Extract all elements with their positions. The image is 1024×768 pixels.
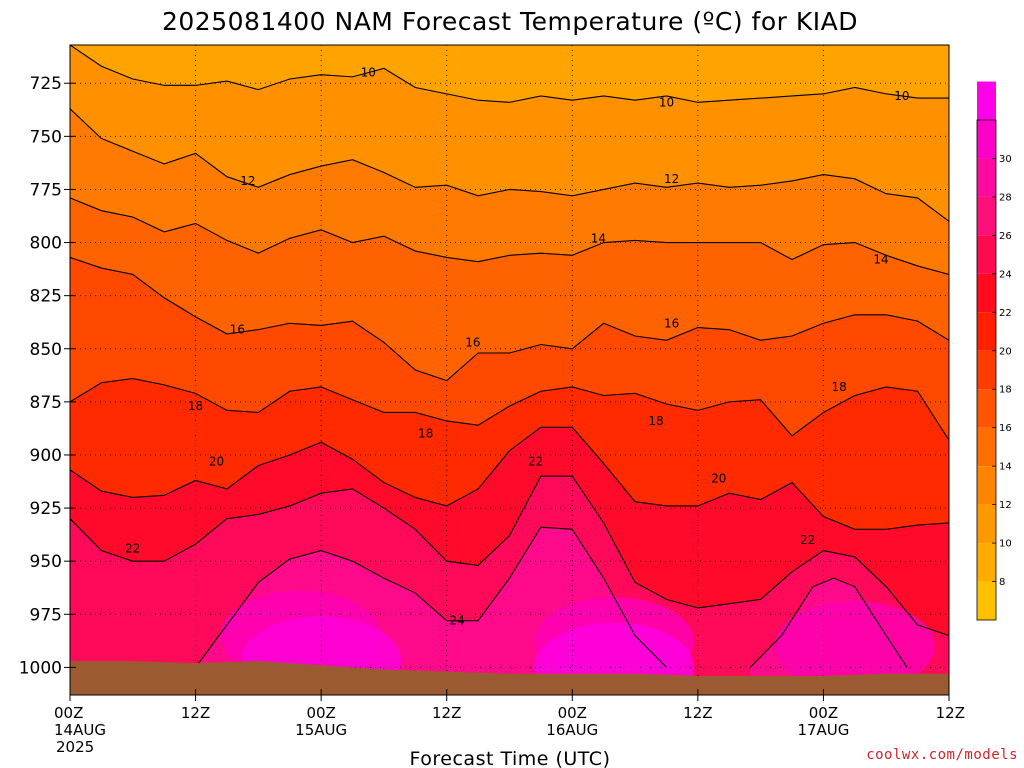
colorbar-label-16: 16 <box>999 423 1012 434</box>
colorbar-swatch-5 <box>977 389 996 428</box>
x-tick-date-0: 14AUG <box>54 721 106 739</box>
colorbar-label-10: 10 <box>999 539 1012 550</box>
y-tick-label-950: 950 <box>30 552 62 572</box>
colorbar-swatch-11 <box>977 158 996 197</box>
y-tick-label-900: 900 <box>30 446 62 466</box>
x-axis-label: Forecast Time (UTC) <box>410 748 611 768</box>
chart-title: 2025081400 NAM Forecast Temperature (ºC)… <box>162 7 858 36</box>
contour-label-16-9: 16 <box>664 316 679 330</box>
isotherm-12-1 <box>70 108 949 222</box>
colorbar-label-28: 28 <box>999 192 1012 203</box>
x-tick-label-4: 00Z <box>558 704 587 722</box>
temperature-fill-bands <box>70 45 949 695</box>
y-axis: 725 750 775 800 825 850 875 900 925 950 975 1000 <box>19 74 76 678</box>
colorbar-swatch-2 <box>977 504 996 544</box>
colorbar-label-20: 20 <box>999 346 1012 357</box>
contour-label-20-14: 20 <box>209 454 224 468</box>
colorbar-swatch-7 <box>977 312 996 351</box>
contour-label-18-13: 18 <box>831 380 846 394</box>
x-tick-label-2: 00Z <box>306 704 335 722</box>
x-tick-label-1: 12Z <box>181 704 210 722</box>
colorbar: 8 10 12 14 16 18 20 22 24 26 28 30 <box>976 81 1012 621</box>
contour-label-18-11: 18 <box>418 427 433 441</box>
isotherm-16-3 <box>70 256 949 382</box>
x-tick-label-0: 00Z <box>54 704 83 722</box>
colorbar-swatch-4 <box>977 427 996 467</box>
contour-label-12-4: 12 <box>664 172 679 186</box>
isotherm-22-6 <box>70 475 949 637</box>
contour-label-16-7: 16 <box>230 323 245 337</box>
isotherm-14-2 <box>70 197 949 275</box>
contour-label-10-2: 10 <box>894 89 909 103</box>
y-tick-label-875: 875 <box>30 393 62 413</box>
contour-label-10-1: 10 <box>659 95 674 109</box>
plot-area: 10 10 10 12 12 14 14 16 16 16 18 18 18 18 20 20 22 22 22 24 <box>70 45 949 695</box>
x-tick-label-5: 12Z <box>683 704 712 722</box>
colorbar-swatch-3 <box>977 466 996 505</box>
isotherm-24-8 <box>749 577 908 668</box>
y-tick-label-775: 775 <box>30 180 62 200</box>
contour-label-20-15: 20 <box>711 471 726 485</box>
contour-label-22-17: 22 <box>528 454 543 468</box>
colorbar-swatch-13 <box>977 81 996 120</box>
y-tick-label-925: 925 <box>30 499 62 519</box>
colorbar-swatch-6 <box>977 350 996 390</box>
y-tick-label-1000: 1000 <box>19 658 62 678</box>
contour-label-12-3: 12 <box>240 174 255 188</box>
x-tick-year-0: 2025 <box>56 738 94 756</box>
contour-label-24-19: 24 <box>450 614 465 628</box>
x-tick-label-6: 00Z <box>809 704 838 722</box>
contour-label-18-12: 18 <box>648 414 663 428</box>
colorbar-swatch-12 <box>977 120 996 159</box>
x-tick-label-3: 12Z <box>432 704 461 722</box>
contour-label-10-0: 10 <box>361 66 376 80</box>
colorbar-label-8: 8 <box>999 577 1005 588</box>
colorbar-label-22: 22 <box>999 308 1012 319</box>
y-tick-label-825: 825 <box>30 287 62 307</box>
contour-labels: 10 10 10 12 12 14 14 16 16 16 18 18 18 18 20 20 22 22 22 24 <box>125 66 909 628</box>
colorbar-label-14: 14 <box>999 462 1012 473</box>
colorbar-swatch-0 <box>977 581 996 620</box>
contour-label-14-6: 14 <box>873 253 888 267</box>
colorbar-label-24: 24 <box>999 269 1012 280</box>
colorbar-label-18: 18 <box>999 385 1012 396</box>
colorbar-swatch-8 <box>977 273 996 313</box>
warm-core-4 <box>774 601 935 692</box>
contour-label-16-8: 16 <box>465 335 480 349</box>
colorbar-frame <box>976 119 997 621</box>
colorbar-swatch-9 <box>977 235 996 274</box>
x-tick-date-4: 16AUG <box>546 721 598 739</box>
y-tick-label-800: 800 <box>30 234 62 254</box>
colorbar-label-26: 26 <box>999 231 1012 242</box>
contour-label-14-5: 14 <box>591 231 606 245</box>
colorbar-label-30: 30 <box>999 154 1012 165</box>
isotherm-lines <box>70 45 949 668</box>
plot-frame <box>69 44 950 696</box>
x-tick-label-7: 12Z <box>936 704 965 722</box>
contour-label-22-18: 22 <box>800 533 815 547</box>
terrain-below-surface <box>70 661 949 695</box>
grid-lines <box>70 45 949 695</box>
credit-link[interactable]: coolwx.com/models <box>866 747 1018 763</box>
isotherm-10-0 <box>70 45 949 103</box>
isotherm-18-4 <box>70 377 949 441</box>
y-tick-label-750: 750 <box>30 127 62 147</box>
contour-label-18-10: 18 <box>188 399 203 413</box>
isotherm-24-7 <box>195 526 667 668</box>
colorbar-label-12: 12 <box>999 500 1012 511</box>
y-tick-label-850: 850 <box>30 340 62 360</box>
colorbar-swatch-10 <box>977 196 996 236</box>
y-tick-label-975: 975 <box>30 605 62 625</box>
x-tick-date-2: 15AUG <box>295 721 347 739</box>
y-tick-label-725: 725 <box>30 74 62 94</box>
contour-label-22-16: 22 <box>125 541 140 555</box>
x-tick-date-6: 17AUG <box>797 721 849 739</box>
isotherm-20-5 <box>70 426 949 530</box>
colorbar-swatch-1 <box>977 543 996 582</box>
